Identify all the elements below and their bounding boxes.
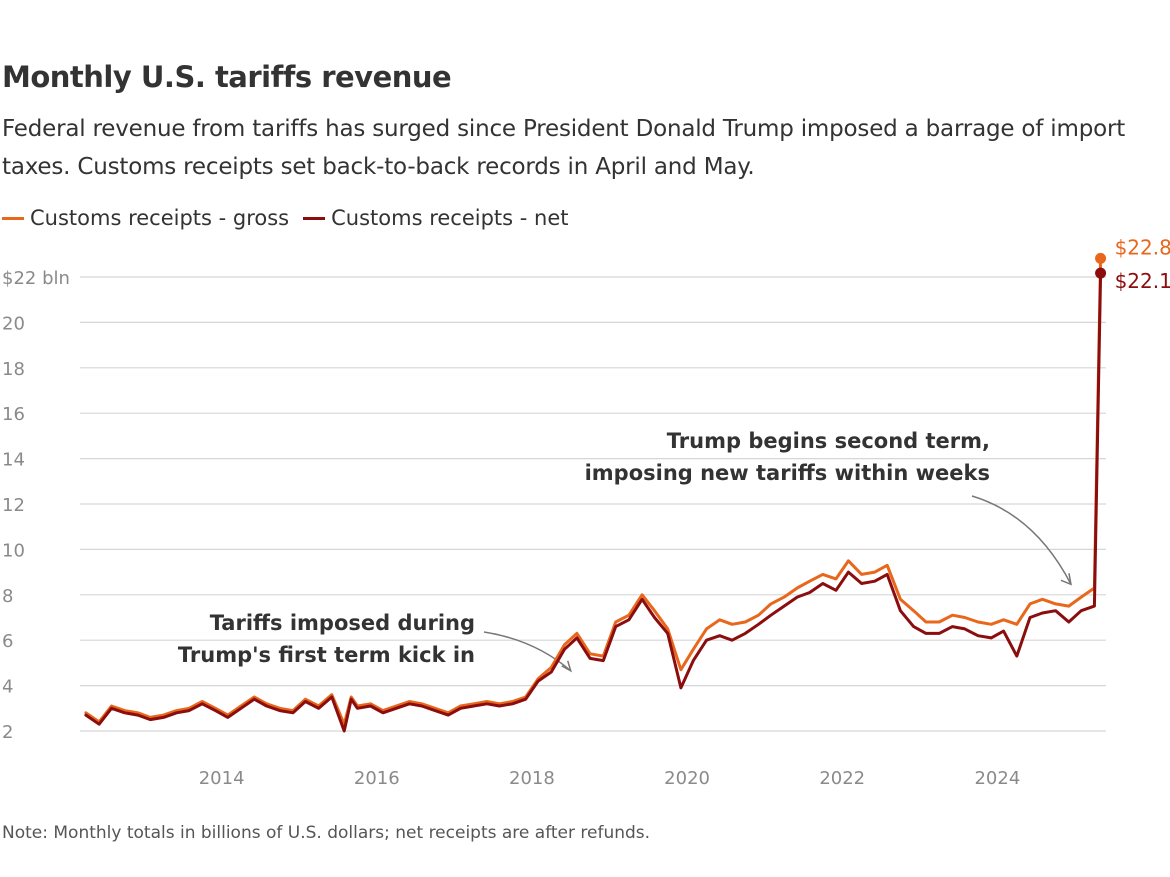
legend-swatch-gross — [2, 216, 24, 220]
end-point-gross — [1095, 252, 1107, 264]
y-tick-label-12: 12 — [2, 495, 25, 516]
x-tick-label-2020: 2020 — [664, 768, 710, 789]
series-lines — [84, 256, 1103, 733]
legend-item-gross: Customs receipts - gross — [2, 206, 289, 230]
annotations: Tariffs imposed during Trump's first term… — [178, 429, 1072, 673]
y-tick-label-14: 14 — [2, 450, 25, 471]
series-line-net — [84, 271, 1103, 733]
y-tick-label-22: $22 bln — [2, 268, 70, 289]
x-axis-ticks: 2014 2016 2018 2020 2022 2024 — [199, 768, 1021, 789]
legend-label-gross: Customs receipts - gross — [30, 206, 290, 230]
y-axis-ticks: 2 4 6 8 10 12 14 16 18 20 $22 bln — [2, 268, 70, 743]
x-tick-label-2016: 2016 — [354, 768, 400, 789]
y-tick-label-20: 20 — [2, 313, 25, 334]
annotation-arrow-second-term — [971, 495, 1072, 585]
y-tick-label-18: 18 — [2, 359, 25, 380]
annotation-second-term-line: imposing new tariffs within weeks — [585, 461, 990, 485]
annotation-first-term-line: Trump's first term kick in — [178, 643, 475, 667]
gridlines — [80, 276, 1106, 732]
y-tick-label-10: 10 — [2, 540, 25, 561]
annotation-second-term: Trump begins second term, imposing new ta… — [585, 429, 990, 485]
annotation-second-term-line: Trump begins second term, — [667, 429, 990, 453]
annotation-first-term: Tariffs imposed during Trump's first term… — [178, 611, 475, 667]
chart-title: Monthly U.S. tariffs revenue — [2, 60, 452, 94]
x-tick-label-2022: 2022 — [819, 768, 865, 789]
chart-note: Note: Monthly totals in billions of U.S.… — [2, 823, 651, 843]
series-line-gross — [84, 256, 1103, 726]
y-tick-label-2: 2 — [2, 722, 13, 743]
legend-label-net: Customs receipts - net — [331, 206, 569, 230]
annotation-arrowhead-first-term — [561, 660, 572, 673]
end-label-gross: $22.82 — [1115, 235, 1170, 259]
y-tick-label-6: 6 — [2, 631, 13, 652]
chart-subtitle: Federal revenue from tariffs has surged … — [2, 116, 1126, 180]
annotation-first-term-line: Tariffs imposed during — [210, 611, 475, 635]
x-tick-label-2018: 2018 — [509, 768, 555, 789]
legend: Customs receipts - gross Customs receipt… — [2, 206, 583, 230]
y-tick-label-4: 4 — [2, 677, 13, 698]
end-label-net: $22.17 — [1115, 269, 1170, 293]
annotation-arrow-first-term — [483, 631, 572, 672]
end-point-net — [1095, 267, 1107, 279]
legend-item-net: Customs receipts - net — [303, 206, 569, 230]
end-points: $22.82 $22.17 — [1095, 235, 1170, 293]
y-tick-label-8: 8 — [2, 586, 13, 607]
x-tick-label-2024: 2024 — [974, 768, 1020, 789]
x-tick-label-2014: 2014 — [199, 768, 245, 789]
annotation-arrowhead-second-term — [1060, 573, 1072, 586]
y-tick-label-16: 16 — [2, 404, 25, 425]
legend-swatch-net — [303, 216, 326, 220]
